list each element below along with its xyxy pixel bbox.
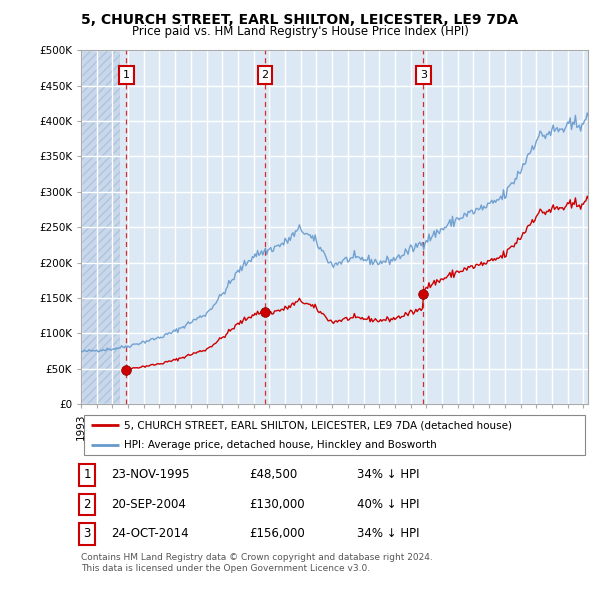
Text: £48,500: £48,500: [249, 468, 297, 481]
Text: 2: 2: [262, 70, 269, 80]
Text: 1: 1: [83, 468, 91, 481]
Text: 1: 1: [122, 70, 130, 80]
FancyBboxPatch shape: [83, 415, 586, 455]
Text: 3: 3: [83, 527, 91, 540]
Text: 2: 2: [83, 498, 91, 511]
Text: HPI: Average price, detached house, Hinckley and Bosworth: HPI: Average price, detached house, Hinc…: [124, 440, 437, 450]
Text: 24-OCT-2014: 24-OCT-2014: [111, 527, 188, 540]
Text: Contains HM Land Registry data © Crown copyright and database right 2024.: Contains HM Land Registry data © Crown c…: [81, 553, 433, 562]
Text: This data is licensed under the Open Government Licence v3.0.: This data is licensed under the Open Gov…: [81, 565, 370, 573]
Bar: [81, 50, 120, 404]
Text: Price paid vs. HM Land Registry's House Price Index (HPI): Price paid vs. HM Land Registry's House …: [131, 25, 469, 38]
Text: £156,000: £156,000: [249, 527, 305, 540]
Text: 40% ↓ HPI: 40% ↓ HPI: [357, 498, 419, 511]
Text: 3: 3: [420, 70, 427, 80]
Text: 34% ↓ HPI: 34% ↓ HPI: [357, 527, 419, 540]
Text: 20-SEP-2004: 20-SEP-2004: [111, 498, 186, 511]
Text: £130,000: £130,000: [249, 498, 305, 511]
Text: 34% ↓ HPI: 34% ↓ HPI: [357, 468, 419, 481]
Text: 23-NOV-1995: 23-NOV-1995: [111, 468, 190, 481]
Text: 5, CHURCH STREET, EARL SHILTON, LEICESTER, LE9 7DA: 5, CHURCH STREET, EARL SHILTON, LEICESTE…: [82, 13, 518, 27]
Text: 5, CHURCH STREET, EARL SHILTON, LEICESTER, LE9 7DA (detached house): 5, CHURCH STREET, EARL SHILTON, LEICESTE…: [124, 421, 512, 430]
